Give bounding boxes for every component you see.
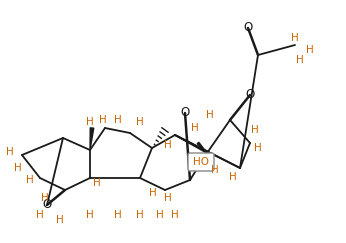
Text: H: H xyxy=(36,210,44,220)
Text: H: H xyxy=(291,33,299,43)
Text: H: H xyxy=(206,110,214,120)
Text: O: O xyxy=(42,199,52,211)
Text: H: H xyxy=(254,143,262,153)
Text: H: H xyxy=(211,165,219,175)
Text: H: H xyxy=(56,215,64,225)
Text: H: H xyxy=(164,140,172,150)
Text: O: O xyxy=(245,88,255,102)
Text: HO: HO xyxy=(193,157,209,167)
Text: H: H xyxy=(136,210,144,220)
Text: H: H xyxy=(26,175,34,185)
Text: H: H xyxy=(164,193,172,203)
Text: H: H xyxy=(93,178,101,188)
Polygon shape xyxy=(197,142,207,153)
Text: O: O xyxy=(180,106,190,120)
Text: O: O xyxy=(243,21,253,35)
Text: H: H xyxy=(171,210,179,220)
Text: H: H xyxy=(229,172,237,182)
Text: H: H xyxy=(114,115,122,125)
Text: H: H xyxy=(86,210,94,220)
Text: H: H xyxy=(14,163,22,173)
Text: H: H xyxy=(6,147,14,157)
Text: H: H xyxy=(41,193,49,203)
Text: H: H xyxy=(86,117,94,127)
Text: H: H xyxy=(191,123,199,133)
Text: H: H xyxy=(149,188,157,198)
Text: H: H xyxy=(251,125,259,135)
Text: H: H xyxy=(114,210,122,220)
FancyBboxPatch shape xyxy=(188,153,214,171)
Text: H: H xyxy=(296,55,304,65)
Polygon shape xyxy=(90,128,94,150)
Text: H: H xyxy=(156,210,164,220)
Text: H: H xyxy=(136,117,144,127)
Text: H: H xyxy=(306,45,314,55)
Text: H: H xyxy=(99,115,107,125)
